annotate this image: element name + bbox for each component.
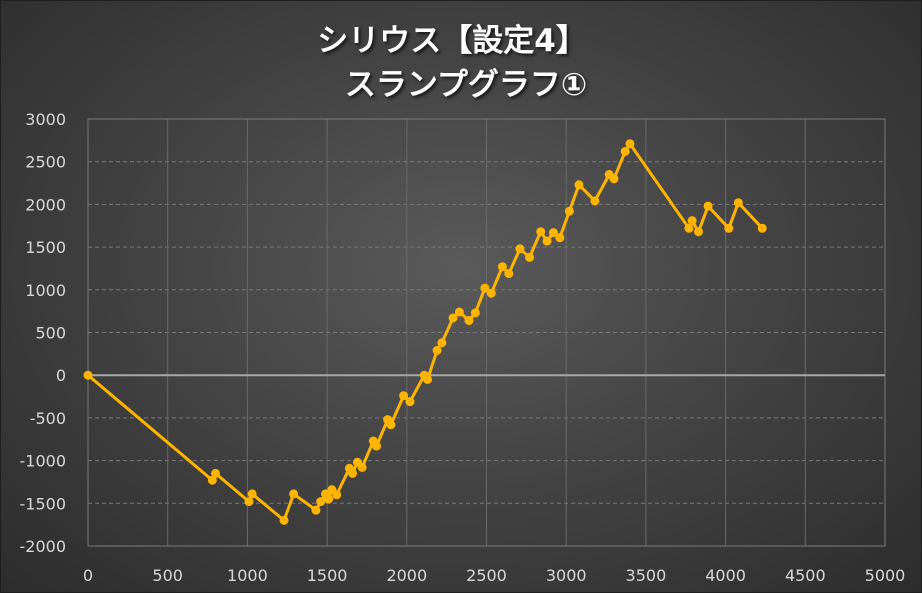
data-point xyxy=(448,313,458,323)
data-point xyxy=(542,236,552,246)
data-point xyxy=(486,288,496,298)
chart-title: シリウス【設定4】 xyxy=(317,23,587,59)
x-tick-label: 4000 xyxy=(705,566,746,585)
y-tick-label: 2000 xyxy=(25,195,66,214)
data-point xyxy=(289,489,299,499)
data-point xyxy=(386,420,396,430)
data-point xyxy=(211,468,221,478)
data-point xyxy=(525,252,535,262)
data-point xyxy=(332,490,342,500)
data-point xyxy=(703,201,713,211)
y-tick-label: 1500 xyxy=(25,238,66,257)
data-point xyxy=(470,308,480,318)
data-point xyxy=(687,216,697,226)
x-tick-label: 2000 xyxy=(386,566,427,585)
data-point xyxy=(694,227,704,237)
data-point xyxy=(684,223,694,233)
x-tick-label: 5000 xyxy=(865,566,906,585)
data-point xyxy=(590,196,600,206)
x-tick-label: 3000 xyxy=(546,566,587,585)
data-point xyxy=(454,307,464,317)
x-tick-label: 4500 xyxy=(785,566,826,585)
x-tick-label: 1000 xyxy=(227,566,268,585)
data-point xyxy=(83,370,93,380)
data-point xyxy=(324,494,334,504)
data-point xyxy=(504,269,514,279)
data-point xyxy=(279,515,289,525)
data-point xyxy=(757,223,767,233)
y-tick-label: 0 xyxy=(56,366,66,385)
data-point xyxy=(399,391,409,401)
data-point xyxy=(515,244,525,254)
data-point xyxy=(555,233,565,243)
chart-subtitle: スランプグラフ① xyxy=(344,67,588,103)
y-tick-label: 1000 xyxy=(25,281,66,300)
data-point xyxy=(348,468,358,478)
data-point xyxy=(733,198,743,208)
data-point xyxy=(548,228,558,238)
data-point xyxy=(357,462,367,472)
data-point xyxy=(724,223,734,233)
data-point xyxy=(609,174,619,184)
data-point xyxy=(316,497,326,507)
data-point xyxy=(247,489,257,499)
x-tick-label: 0 xyxy=(83,566,93,585)
data-point xyxy=(311,505,321,515)
y-tick-label: -500 xyxy=(30,409,66,428)
data-point xyxy=(497,262,507,272)
x-tick-label: 500 xyxy=(152,566,183,585)
data-point xyxy=(536,227,546,237)
x-tick-label: 1500 xyxy=(307,566,348,585)
x-tick-label: 2500 xyxy=(466,566,507,585)
data-point xyxy=(372,441,382,451)
y-tick-label: 500 xyxy=(35,324,66,343)
data-point xyxy=(564,206,574,216)
data-point xyxy=(432,345,442,355)
data-point xyxy=(625,139,635,149)
y-tick-label: 2500 xyxy=(25,153,66,172)
data-point xyxy=(574,180,584,190)
data-point xyxy=(244,497,254,507)
y-tick-label: -1000 xyxy=(20,452,67,471)
data-point xyxy=(405,397,415,407)
y-tick-label: -2000 xyxy=(20,537,67,556)
x-tick-label: 3500 xyxy=(626,566,667,585)
data-point xyxy=(464,316,474,326)
data-point xyxy=(437,338,447,348)
y-tick-label: 3000 xyxy=(25,110,66,129)
data-point xyxy=(423,374,433,384)
y-tick-label: -1500 xyxy=(20,494,67,513)
plot-area xyxy=(87,118,886,547)
data-point xyxy=(620,146,630,156)
data-point xyxy=(480,283,490,293)
